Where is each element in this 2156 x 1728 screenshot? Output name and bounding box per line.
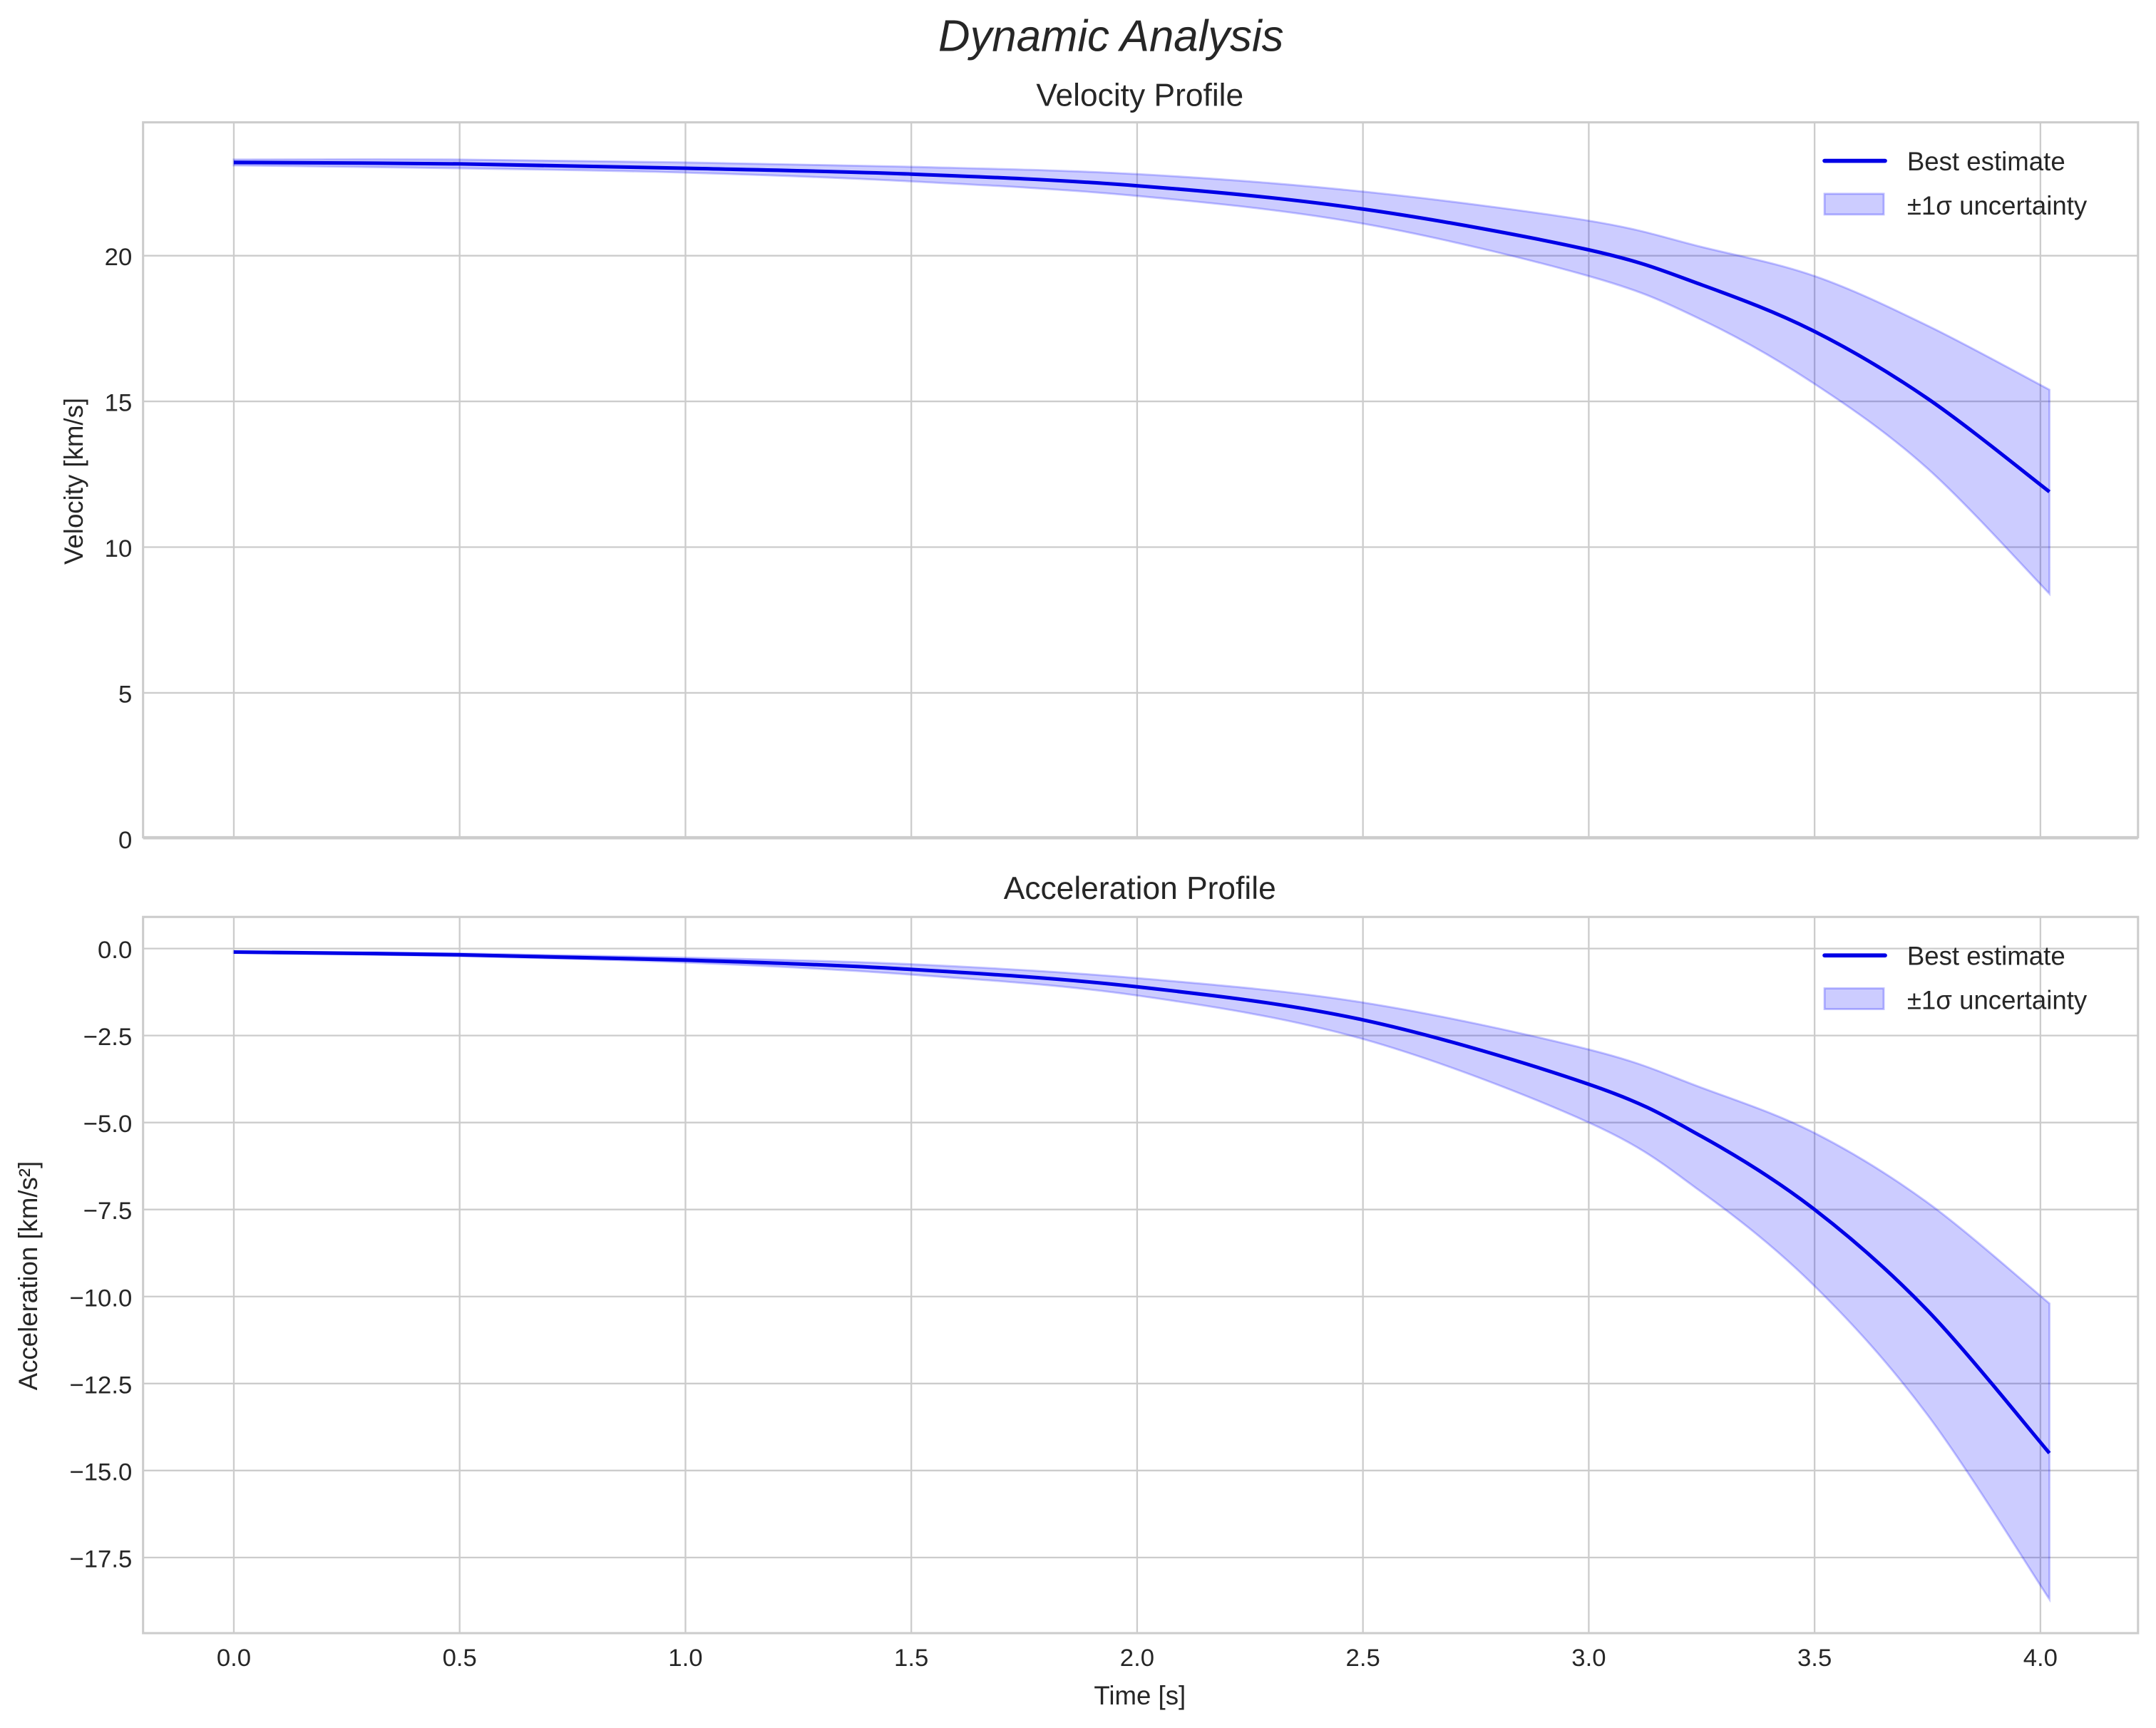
x-tick-label: 0.5 xyxy=(443,1645,477,1672)
x-tick-label: 4.0 xyxy=(2023,1645,2058,1672)
x-tick-label: 1.5 xyxy=(894,1645,928,1672)
velocity-title: Velocity Profile xyxy=(1036,78,1243,113)
uncertainty-band xyxy=(232,950,2050,1603)
y-tick-label: −5.0 xyxy=(83,1111,133,1138)
acceleration-line xyxy=(233,950,2051,1455)
y-tick-label: 0 xyxy=(118,827,132,854)
uncertainty-band xyxy=(232,158,2050,597)
y-tick-label: 15 xyxy=(105,390,133,417)
x-tick-label: 2.5 xyxy=(1346,1645,1380,1672)
y-tick-label: −10.0 xyxy=(69,1285,132,1312)
x-tick-label: 1.0 xyxy=(668,1645,702,1672)
velocity-yticks: 0 5 10 15 20 xyxy=(105,244,133,854)
acceleration-axes-frame xyxy=(142,915,2140,1635)
best-estimate-line xyxy=(233,160,2051,493)
acceleration-title: Acceleration Profile xyxy=(1004,871,1276,906)
x-tick-label: 2.0 xyxy=(1120,1645,1154,1672)
velocity-grid xyxy=(143,122,2138,840)
acceleration-grid xyxy=(143,917,2138,1633)
y-tick-label: 10 xyxy=(105,535,133,562)
legend-band-label: ±1σ uncertainty xyxy=(1907,985,2088,1014)
legend-line-label: Best estimate xyxy=(1907,942,2065,971)
legend-line-label: Best estimate xyxy=(1907,147,2065,176)
y-tick-label: −7.5 xyxy=(83,1198,133,1225)
legend-band-swatch xyxy=(1823,987,1885,1010)
y-tick-label: −15.0 xyxy=(69,1459,132,1486)
best-estimate-line xyxy=(233,950,2051,1455)
velocity-line xyxy=(233,160,2051,493)
velocity-band xyxy=(232,158,2050,597)
acceleration-panel: Acceleration Profile 0.0 −2.5 −5.0 −7.5 −10.… xyxy=(14,871,2140,1710)
acceleration-xlabel: Time [s] xyxy=(1094,1681,1186,1710)
acceleration-legend: Best estimate ±1σ uncertainty xyxy=(1822,942,2088,1014)
x-tick-label: 0.0 xyxy=(217,1645,251,1672)
y-tick-label: 5 xyxy=(118,681,132,708)
legend-band-swatch xyxy=(1823,192,1885,216)
y-tick-label: −2.5 xyxy=(83,1024,133,1051)
acceleration-ylabel: Acceleration [km/s²] xyxy=(14,1161,43,1391)
acceleration-xticks: 0.0 0.5 1.0 1.5 2.0 2.5 3.0 3.5 4.0 xyxy=(217,1645,2058,1672)
velocity-axes-frame xyxy=(142,121,2140,838)
y-tick-label: −12.5 xyxy=(69,1372,132,1399)
x-tick-label: 3.0 xyxy=(1571,1645,1606,1672)
x-tick-label: 3.5 xyxy=(1797,1645,1832,1672)
velocity-ylabel: Velocity [km/s] xyxy=(59,398,88,565)
y-tick-label: 0.0 xyxy=(98,937,132,964)
velocity-panel: Velocity Profile 0 5 10 15 20 Velocity [km/s… xyxy=(59,78,2140,854)
figure-suptitle: Dynamic Analysis xyxy=(938,11,1284,61)
velocity-legend: Best estimate ±1σ uncertainty xyxy=(1822,147,2088,220)
y-tick-label: −17.5 xyxy=(69,1546,132,1573)
y-tick-label: 20 xyxy=(105,244,133,271)
acceleration-band xyxy=(232,950,2050,1603)
legend-band-label: ±1σ uncertainty xyxy=(1907,191,2088,220)
acceleration-yticks: 0.0 −2.5 −5.0 −7.5 −10.0 −12.5 −15.0 −17.5 xyxy=(69,937,132,1573)
